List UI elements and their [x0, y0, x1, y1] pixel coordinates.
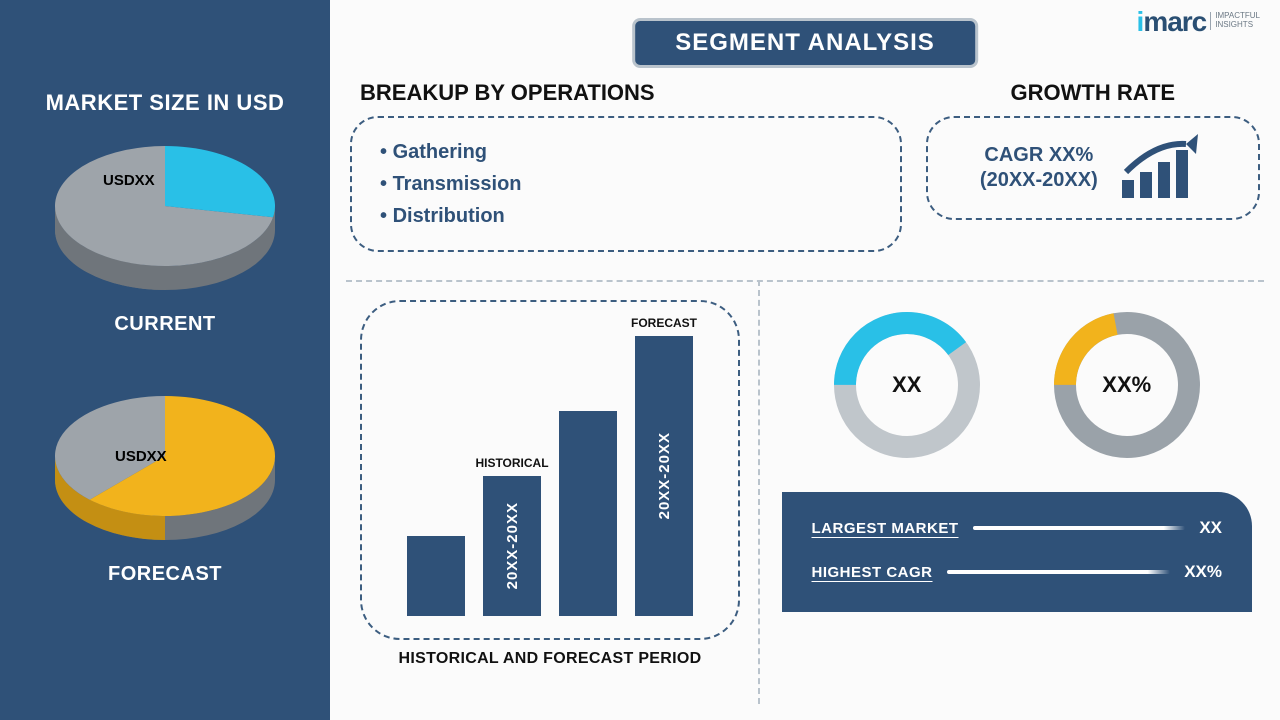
- sidebar-market-size: MARKET SIZE IN USD USDXX CURRENT USDXX F…: [0, 0, 330, 720]
- pie-current-block: USDXX CURRENT: [55, 146, 275, 336]
- breakup-box: GatheringTransmissionDistribution: [350, 116, 902, 252]
- logo-tagline: IMPACTFUL INSIGHTS: [1210, 12, 1260, 30]
- pie-forecast: USDXX: [55, 396, 275, 545]
- page-root: MARKET SIZE IN USD USDXX CURRENT USDXX F…: [0, 0, 1280, 720]
- donut-right: XX%: [1052, 310, 1202, 460]
- main-area: imarc IMPACTFUL INSIGHTS SEGMENT ANALYSI…: [330, 0, 1280, 720]
- bar-chart: HISTORICAL 20XX-20XX FORECAST 20XX-20XX: [360, 300, 740, 640]
- bar-rect: 20XX-20XX: [635, 336, 693, 616]
- logo-tagline-2: INSIGHTS: [1215, 20, 1253, 29]
- bottom-right-panel: XX XX% LARGEST MARKET XX HIGHEST CAGR XX…: [782, 310, 1253, 612]
- breakup-item: Transmission: [380, 168, 872, 200]
- metric-row: HIGHEST CAGR XX%: [812, 562, 1223, 582]
- logo-tagline-1: IMPACTFUL: [1215, 11, 1260, 20]
- donut-left: XX: [832, 310, 982, 460]
- bar-rect: [559, 411, 617, 616]
- growth-section: GROWTH RATE CAGR XX% (20XX-20XX): [926, 80, 1260, 220]
- donut-left-value: XX: [832, 310, 982, 460]
- bar-column: [559, 391, 617, 616]
- metric-bar: [973, 526, 1186, 530]
- pie-forecast-block: USDXX FORECAST: [55, 396, 275, 586]
- metric-label: LARGEST MARKET: [812, 520, 959, 537]
- brand-logo: imarc IMPACTFUL INSIGHTS: [1137, 6, 1260, 38]
- cagr-line2: (20XX-20XX): [980, 168, 1098, 193]
- sidebar-heading: MARKET SIZE IN USD: [46, 90, 285, 116]
- metric-row: LARGEST MARKET XX: [812, 518, 1223, 538]
- metric-label: HIGHEST CAGR: [812, 564, 933, 581]
- metric-card: LARGEST MARKET XX HIGHEST CAGR XX%: [782, 492, 1253, 612]
- growth-heading: GROWTH RATE: [926, 80, 1260, 106]
- growth-box: CAGR XX% (20XX-20XX): [926, 116, 1260, 220]
- metric-value: XX: [1199, 518, 1222, 538]
- bar-column: [407, 516, 465, 616]
- bar-arrow-icon: [1116, 132, 1206, 204]
- bar-top-label: FORECAST: [631, 316, 697, 332]
- bar-inside-label: 20XX-20XX: [656, 432, 673, 519]
- cagr-text: CAGR XX% (20XX-20XX): [980, 143, 1098, 193]
- breakup-section: BREAKUP BY OPERATIONS GatheringTransmiss…: [350, 80, 902, 252]
- logo-text: marc: [1143, 6, 1206, 37]
- breakup-item: Distribution: [380, 200, 872, 232]
- breakup-item: Gathering: [380, 136, 872, 168]
- bar-inside-label: 20XX-20XX: [504, 502, 521, 589]
- bar-top-label: HISTORICAL: [475, 456, 548, 472]
- metric-bar: [947, 570, 1171, 574]
- pie-current: USDXX: [55, 146, 275, 295]
- bar-column: HISTORICAL 20XX-20XX: [483, 456, 541, 616]
- divider-vertical: [758, 280, 760, 704]
- bar-column: FORECAST 20XX-20XX: [635, 316, 693, 616]
- logo-mark: imarc: [1137, 6, 1207, 38]
- page-title: SEGMENT ANALYSIS: [632, 18, 978, 68]
- pie-current-caption: CURRENT: [114, 313, 215, 336]
- breakup-heading: BREAKUP BY OPERATIONS: [360, 80, 902, 106]
- bar-rect: [407, 536, 465, 616]
- metric-value: XX%: [1184, 562, 1222, 582]
- bar-chart-caption: HISTORICAL AND FORECAST PERIOD: [399, 650, 702, 668]
- breakup-list: GatheringTransmissionDistribution: [380, 136, 872, 232]
- donut-right-value: XX%: [1052, 310, 1202, 460]
- divider-horizontal: [346, 280, 1264, 282]
- cagr-line1: CAGR XX%: [980, 143, 1098, 168]
- historical-forecast-panel: HISTORICAL 20XX-20XX FORECAST 20XX-20XX …: [360, 300, 740, 668]
- donut-row: XX XX%: [782, 310, 1253, 460]
- top-row: BREAKUP BY OPERATIONS GatheringTransmiss…: [350, 80, 1260, 252]
- bar-rect: 20XX-20XX: [483, 476, 541, 616]
- pie-forecast-caption: FORECAST: [108, 563, 222, 586]
